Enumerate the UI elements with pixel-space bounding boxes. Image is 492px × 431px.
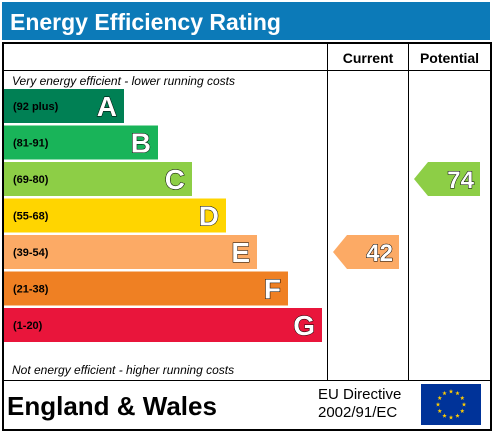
current-column-header: Current <box>342 50 394 66</box>
band-c-range: (69-80) <box>13 174 49 186</box>
directive-line-1: EU Directive <box>318 386 402 403</box>
potential-column-header: Potential <box>419 50 480 66</box>
band-d-letter: D <box>199 201 219 232</box>
band-e <box>4 235 257 269</box>
band-f-letter: F <box>264 274 281 305</box>
band-c-letter: C <box>165 164 185 195</box>
header-divider <box>4 70 490 71</box>
flag-star-icon <box>442 413 447 418</box>
flag-star-icon <box>442 390 447 396</box>
title-bar: Energy Efficiency Rating <box>2 2 490 40</box>
current-column-divider <box>327 44 328 381</box>
flag-star-icon <box>448 415 454 420</box>
band-f <box>4 271 288 306</box>
band-d-range: (55-68) <box>13 211 49 223</box>
chart-frame <box>2 42 492 431</box>
region-label: England & Wales <box>7 391 217 421</box>
band-b-letter: B <box>131 128 151 159</box>
flag-star-icon <box>459 408 465 413</box>
band-d <box>4 198 226 233</box>
current-rating-value: 42 <box>366 240 393 267</box>
flag-star-icon <box>437 408 443 413</box>
band-f-range: (21-38) <box>13 284 49 296</box>
band-e-range: (39-54) <box>13 247 49 259</box>
band-g-range: (1-20) <box>13 320 43 332</box>
band-c <box>4 162 192 196</box>
band-a <box>4 89 124 123</box>
flag-star-icon <box>455 413 460 418</box>
potential-column-divider <box>408 44 409 381</box>
directive-line-2: 2002/91/EC <box>318 404 398 421</box>
band-a-range: (92 plus) <box>13 101 59 113</box>
top-note: Very energy efficient - lower running co… <box>12 74 235 88</box>
flag-star-icon <box>459 395 465 400</box>
band-g-letter: G <box>293 310 315 341</box>
flag-star-icon <box>455 390 460 396</box>
band-b <box>4 125 158 160</box>
bottom-note: Not energy efficient - higher running co… <box>12 363 235 377</box>
eu-flag-icon <box>421 384 481 425</box>
flag-star-icon <box>448 389 454 394</box>
band-g <box>4 308 322 342</box>
potential-rating-arrow <box>414 162 480 196</box>
potential-rating-value: 74 <box>447 167 474 194</box>
band-b-range: (81-91) <box>13 138 49 150</box>
chart-title: Energy Efficiency Rating <box>10 9 281 35</box>
footer-divider <box>4 380 490 381</box>
flag-star-icon <box>461 402 467 407</box>
flag-star-icon <box>435 402 441 407</box>
flag-star-icon <box>437 395 443 400</box>
current-rating-arrow <box>333 235 399 269</box>
band-a-letter: A <box>97 91 117 122</box>
band-e-letter: E <box>231 237 250 268</box>
